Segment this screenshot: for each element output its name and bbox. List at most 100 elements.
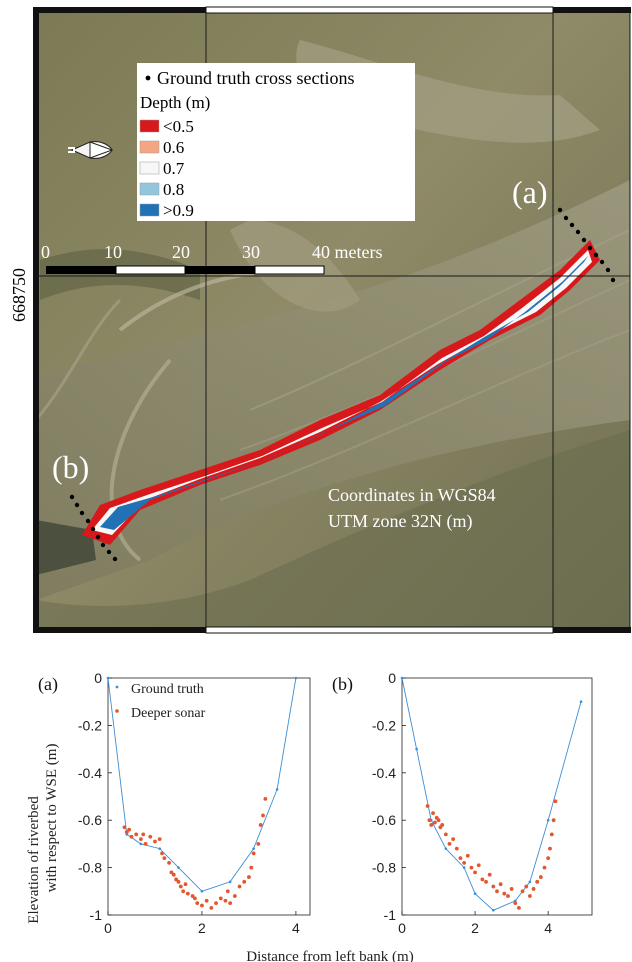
sonar-point [546, 856, 551, 861]
sonar-point [237, 884, 242, 889]
cross-section-b [69, 494, 118, 562]
profile-panel-b: 0-0.2-0.4-0.6-0.8-10 2 4(b) [332, 670, 593, 936]
depth-band-shallow [82, 240, 600, 545]
x-tick-label: 0 [398, 920, 406, 936]
sonar-point [458, 856, 463, 861]
scale-tick-0: 0 [41, 242, 50, 262]
sonar-point [190, 894, 195, 898]
y-tick-label: 0 [94, 670, 102, 686]
y-tick-label: -0.2 [372, 717, 396, 733]
panel-label: (a) [38, 674, 58, 695]
sonar-point [181, 889, 186, 894]
x-tick-label: 2 [471, 920, 479, 936]
section-label-a: (a) [512, 174, 548, 210]
legend-depth-label-4: >0.9 [163, 201, 194, 220]
cross-section-a [557, 207, 616, 283]
x-tick-label: 4 [292, 920, 300, 936]
ground-truth-point [106, 676, 110, 680]
sonar-point [162, 856, 167, 861]
sonar-point [487, 872, 492, 877]
ground-truth-point [415, 747, 418, 751]
sonar-point [432, 820, 437, 825]
y-tick-label: -0.2 [78, 717, 102, 733]
sonar-point [502, 891, 507, 896]
sonar-point [517, 905, 521, 910]
sonar-point [454, 846, 459, 851]
scale-tick-10: 10 [104, 242, 122, 262]
ground-truth-point [528, 880, 532, 884]
sonar-point [171, 872, 176, 877]
ground-truth-line [107, 677, 297, 892]
profile-legend: Ground truth Deeper sonar [115, 682, 206, 721]
map-frame [33, 6, 631, 634]
sonar-point [462, 860, 467, 865]
sonar-point [258, 823, 263, 827]
ground-truth-point [177, 866, 180, 869]
sonar-point [214, 901, 218, 906]
legend-cross-section-label: Ground truth cross sections [157, 68, 354, 88]
legend-depth-label-2: 0.7 [163, 159, 185, 178]
legend-swatch-1 [139, 140, 160, 154]
sonar-point [251, 851, 256, 856]
plot-frame [401, 677, 593, 916]
sonar-point [469, 865, 474, 870]
profile-ylabel-line1: Elevation of riverbed [26, 796, 42, 924]
sonar-point [185, 891, 190, 896]
river-depth-overlay [82, 240, 600, 545]
legend-swatch-3 [139, 182, 160, 196]
y-tick-label: -0.8 [78, 860, 102, 876]
legend-ground-truth: Ground truth [131, 682, 204, 697]
sonar-point [527, 894, 532, 898]
sonar-point [520, 889, 525, 894]
sonar-point [225, 889, 230, 894]
ground-truth-point [228, 880, 232, 884]
sonar-point [549, 832, 554, 837]
sonar-point [176, 879, 181, 884]
ground-truth-point [473, 892, 477, 895]
y-tick-label: -0.4 [78, 765, 102, 781]
ground-truth-point [294, 676, 298, 680]
sonar-point [153, 839, 157, 844]
scale-bar: 0 10 20 30 40 meters [41, 242, 382, 275]
sonar-point [261, 813, 265, 818]
sonar-point [495, 889, 499, 894]
sonar-point [531, 887, 536, 891]
map-legend: Ground truth cross sections Depth (m) <0… [137, 63, 415, 221]
sonar-point [218, 896, 223, 901]
ground-truth-point [579, 700, 583, 703]
x-tick-label: 2 [198, 920, 206, 936]
x-tick-label: 4 [544, 920, 552, 936]
coordinate-system-note-line1: Coordinates in WGS84 [328, 485, 496, 505]
sonar-point [157, 837, 162, 842]
sonar-point [480, 877, 485, 882]
ground-truth-point [513, 899, 517, 903]
ground-truth-point [492, 908, 495, 912]
sonar-point [134, 832, 139, 837]
sonar-point [160, 851, 164, 856]
sonar-point [473, 870, 477, 875]
y-tick-label: -1 [90, 907, 103, 923]
panel-label: (b) [332, 674, 353, 695]
sonar-point [438, 825, 443, 830]
x-tick-label: 0 [104, 920, 112, 936]
sonar-point [447, 842, 452, 846]
sonar-point [178, 884, 183, 889]
profile-panel-a: 0-0.2-0.4-0.6-0.8-10 2 4(a) [38, 670, 311, 936]
sonar-point [443, 832, 448, 837]
sonar-point [195, 901, 200, 906]
sonar-point [167, 860, 171, 865]
plot-frame [107, 677, 311, 916]
sonar-point [124, 830, 129, 834]
sonar-point [535, 879, 540, 884]
legend-depth-label-3: 0.8 [163, 180, 184, 199]
ground-truth-point [125, 833, 129, 836]
ground-truth-point [139, 842, 143, 846]
scale-tick-30: 30 [242, 242, 260, 262]
ground-truth-point [546, 818, 550, 822]
sonar-point [429, 823, 434, 827]
legend-depth-label-1: 0.6 [163, 138, 184, 157]
sonar-point [143, 842, 148, 846]
sonar-point [431, 811, 435, 815]
ground-truth-point [158, 847, 161, 850]
sonar-point [127, 827, 132, 832]
